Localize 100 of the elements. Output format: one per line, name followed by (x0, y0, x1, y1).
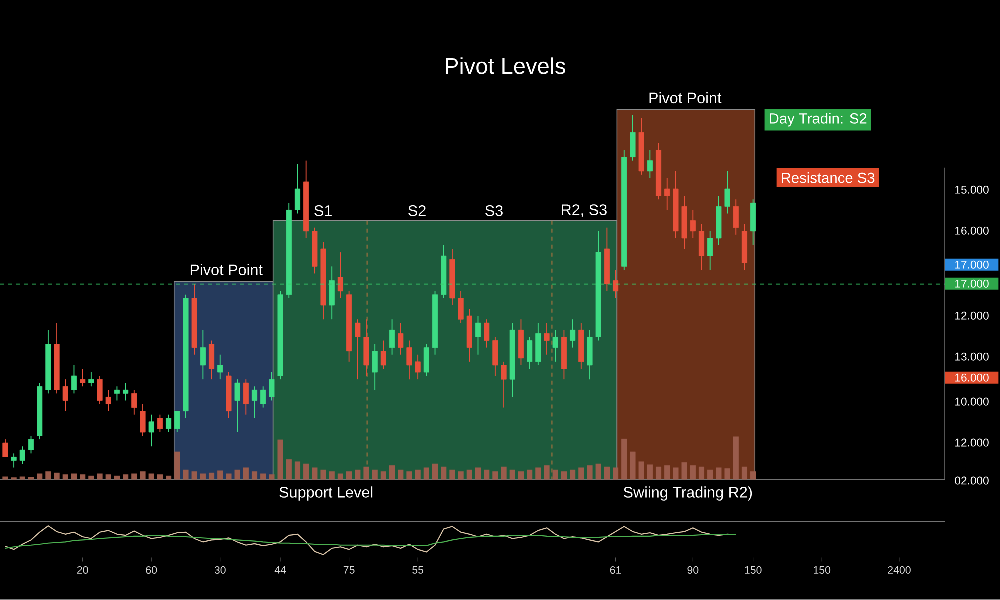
bar (570, 470, 576, 480)
candlestick (132, 390, 138, 416)
bar (673, 468, 679, 480)
annotation: Day Tradin: S2 (770, 113, 867, 127)
candlestick (552, 330, 558, 363)
text: 12.000 (956, 438, 989, 447)
bar (656, 467, 662, 480)
annotation: S2 (408, 206, 426, 216)
bar (638, 462, 644, 480)
text: 15.000 (956, 186, 989, 194)
x-tick-label: 61 (610, 566, 622, 574)
candlestick (372, 344, 378, 391)
text: Swiing Trading R2) (624, 486, 752, 502)
bar (28, 477, 34, 480)
bar (200, 474, 206, 480)
bar (192, 472, 198, 480)
text: 13.000 (956, 352, 989, 361)
bar (286, 460, 292, 480)
bar (708, 470, 714, 480)
candlestick (114, 386, 120, 402)
candlestick (664, 178, 670, 211)
bar (690, 466, 696, 480)
x-tick-label: 44 (274, 566, 286, 574)
bar (329, 472, 335, 480)
x-tick-label: 90 (688, 566, 699, 574)
bar (46, 472, 52, 480)
candlestick (234, 379, 240, 434)
bar (20, 476, 26, 480)
bar (622, 439, 628, 480)
bar (484, 470, 490, 480)
annotation: Pivot Point (190, 264, 263, 276)
bar (372, 470, 378, 480)
bar (492, 472, 498, 480)
bar (252, 472, 258, 480)
candlestick (97, 376, 103, 405)
bar (604, 467, 610, 480)
bar (304, 464, 310, 480)
bar (682, 462, 688, 480)
candlestick (80, 368, 86, 388)
bar (750, 472, 756, 480)
text: 02.000 (955, 476, 989, 485)
bar (106, 474, 112, 480)
bar (698, 467, 705, 480)
text: 16.000 (956, 227, 989, 236)
bar (278, 440, 284, 480)
bar (123, 474, 129, 480)
bar (466, 470, 472, 480)
bar (742, 467, 748, 480)
bar (355, 470, 361, 480)
bar (536, 468, 542, 480)
candlestick (20, 446, 26, 465)
candlestick (200, 330, 206, 380)
bar (294, 462, 301, 480)
bar (724, 468, 730, 480)
bar (587, 466, 593, 480)
x-tick-label: 150 (745, 566, 762, 574)
candlestick (501, 362, 507, 408)
candlestick (148, 414, 154, 448)
bar (114, 476, 120, 480)
bar (544, 466, 550, 480)
x-tick-label: 75 (344, 566, 355, 574)
candlestick (415, 354, 421, 380)
bar (733, 436, 739, 480)
x-tick-label: 150 (814, 566, 831, 574)
candlestick (62, 379, 68, 412)
candlestick (458, 291, 464, 324)
bar (132, 474, 138, 480)
text: 12.000 (956, 312, 989, 320)
bar (647, 464, 653, 480)
bar (664, 466, 670, 480)
candlestick (398, 322, 404, 356)
bar (561, 472, 568, 480)
bar (140, 472, 146, 480)
candlestick (733, 199, 739, 236)
bar (630, 452, 636, 480)
candlestick (2, 439, 8, 458)
candlestick (544, 322, 550, 356)
candlestick (174, 411, 180, 434)
candlestick (166, 414, 172, 434)
bar (475, 468, 482, 480)
bar (552, 470, 558, 480)
bar (518, 472, 524, 480)
annotation: S1 (314, 206, 332, 216)
candlestick (390, 319, 396, 356)
bar (71, 474, 78, 480)
bar (612, 468, 619, 480)
bar (62, 474, 68, 480)
bar (269, 474, 275, 480)
bar (716, 468, 722, 480)
candlestick (11, 453, 17, 468)
bar (2, 476, 8, 480)
bar (450, 470, 456, 480)
bar (527, 470, 533, 480)
candlestick (570, 319, 576, 348)
bar (243, 468, 249, 480)
candlestick (28, 436, 34, 454)
text: Pivot Point (650, 92, 722, 104)
bar (424, 468, 430, 480)
candlestick (88, 372, 94, 388)
candlestick (724, 171, 730, 214)
